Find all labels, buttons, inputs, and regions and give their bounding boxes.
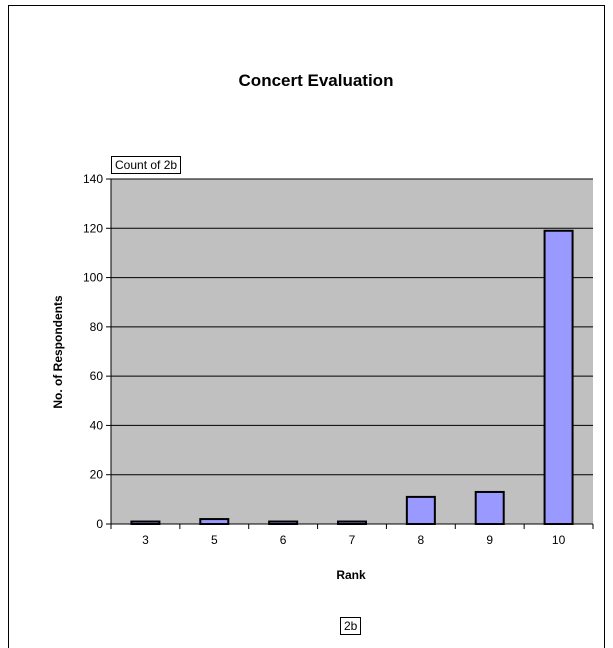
y-tick-label: 80 (90, 320, 104, 334)
x-axis-label: Rank (336, 568, 366, 582)
x-tick-labels: 3 5 6 7 8 9 10 (142, 533, 565, 547)
x-tick-label: 8 (418, 533, 425, 547)
y-tick-label: 60 (90, 369, 104, 383)
gridlines (111, 178, 593, 476)
y-tick-label: 120 (83, 221, 103, 235)
y-tick-label: 140 (83, 172, 103, 186)
x-tick-label: 5 (211, 533, 218, 547)
bar-rank-5[interactable] (199, 518, 230, 525)
y-tick-label: 100 (83, 271, 103, 285)
y-axis-label: No. of Respondents (51, 295, 65, 409)
y-tick-label: 40 (90, 418, 104, 432)
bar-rank-10[interactable] (543, 229, 574, 525)
axes (106, 178, 594, 529)
x-tick-label: 10 (552, 533, 566, 547)
y-tick-label: 20 (90, 468, 104, 482)
y-tick-label: 0 (96, 517, 103, 531)
field-button-count[interactable]: Count of 2b (111, 156, 182, 174)
y-tick-labels: 0 20 40 60 80 100 120 140 (83, 172, 103, 531)
x-tick-label: 3 (142, 533, 149, 547)
x-tick-label: 7 (349, 533, 356, 547)
x-tick-label: 6 (280, 533, 287, 547)
bar-rank-8[interactable] (405, 495, 436, 525)
x-tick-label: 9 (486, 533, 493, 547)
legend-series-2b[interactable]: 2b (340, 617, 362, 635)
plot-area (111, 179, 593, 524)
bar-rank-9[interactable] (474, 490, 505, 526)
chart-title: Concert Evaluation (239, 71, 394, 90)
